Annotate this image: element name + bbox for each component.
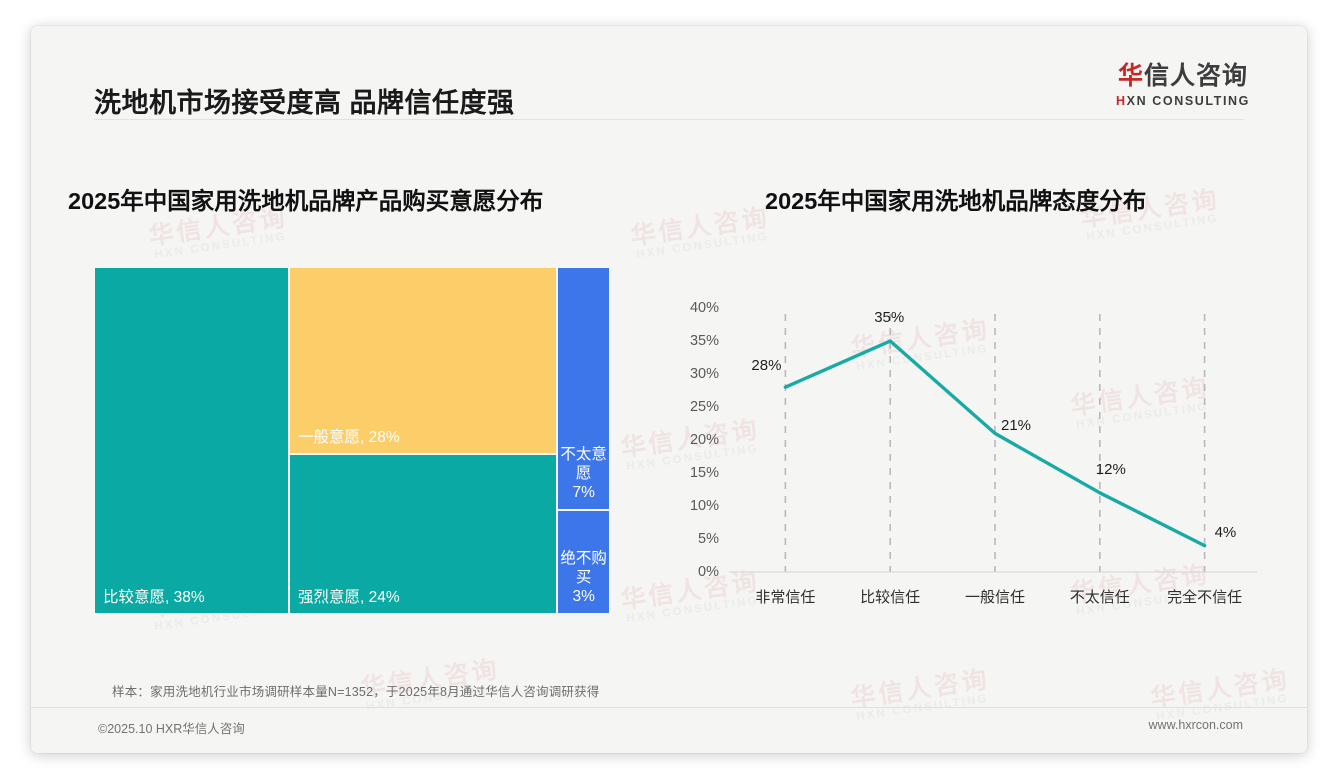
treemap-cell-label: 绝不购买 3% <box>558 550 609 607</box>
x-axis-tick-label: 比较信任 <box>860 589 921 606</box>
treemap-cell[interactable]: 不太意愿 7% <box>557 267 610 510</box>
data-point-label: 4% <box>1214 523 1237 541</box>
treemap-cell-label: 一般意愿, 28% <box>298 428 400 446</box>
slide-canvas: 华信人咨询 HXN CONSULTING 华信人咨询 HXN CONSULTING 华信… <box>31 26 1307 753</box>
x-axis-tick-label: 完全不信任 <box>1167 589 1243 606</box>
x-axis-tick-label: 非常信任 <box>755 589 816 606</box>
data-point-label: 28% <box>751 357 782 375</box>
y-axis-tick-label: 5% <box>698 531 719 547</box>
website-url: www.hxrcon.com <box>1148 718 1243 732</box>
x-axis-tick-label: 一般信任 <box>964 589 1026 606</box>
brand-trust-line-chart: 0% 5% 10% 15% 20% 25% 30% 35% 40% 28% 35% 21% 12% 4% 非… <box>671 284 1271 614</box>
company-logo: 华信人咨询 HXN CONSULTING <box>1109 62 1257 109</box>
watermark-cn: 华信人咨询 <box>848 665 992 713</box>
left-chart-title: 2025年中国家用洗地机品牌产品购买意愿分布 <box>68 188 544 214</box>
treemap-cell-label: 不太意愿 7% <box>558 446 609 503</box>
logo-english-text: HXN CONSULTING <box>1109 93 1257 109</box>
trust-series-line[interactable] <box>783 339 1207 548</box>
y-axis-tick-label: 15% <box>689 465 719 481</box>
watermark-en: HXN CONSULTING <box>635 230 770 262</box>
treemap-cell-value: 7% <box>572 483 595 501</box>
logo-chinese-text: 华信人咨询 <box>1109 62 1257 91</box>
copyright-text: ©2025.10 HXR华信人咨询 <box>98 722 245 736</box>
treemap-cell-name: 绝不购买 <box>560 550 607 587</box>
watermark-en: HXN CONSULTING <box>1085 212 1220 244</box>
treemap-cell-value: 3% <box>572 588 595 606</box>
sample-footnote: 样本：家用洗地机行业市场调研样本量N=1352，于2025年8月通过华信人咨询调… <box>112 685 600 699</box>
treemap-cell-name: 不太意愿 <box>560 446 607 483</box>
treemap-cell[interactable]: 比较意愿, 38% <box>94 267 290 614</box>
header-divider <box>94 119 1244 120</box>
data-point-label: 12% <box>1095 460 1126 478</box>
x-axis-tick-label: 不太信任 <box>1069 589 1130 606</box>
y-axis-tick-label: 20% <box>689 432 719 448</box>
watermark-cn: 华信人咨询 <box>1148 665 1292 713</box>
treemap-cell[interactable]: 一般意愿, 28% <box>289 267 558 455</box>
page-title: 洗地机市场接受度高 品牌信任度强 <box>94 88 515 118</box>
purchase-intention-treemap: 比较意愿, 38% 一般意愿, 28% 强烈意愿, 24% 不太意愿 7% 绝不购买 3% <box>94 267 610 614</box>
y-axis-tick-label: 25% <box>689 399 719 415</box>
right-chart-title: 2025年中国家用洗地机品牌态度分布 <box>765 188 1147 214</box>
y-axis-tick-label: 0% <box>698 564 719 580</box>
logo-cn-dark: 信人咨询 <box>1144 62 1249 90</box>
y-axis-tick-label: 35% <box>689 333 719 349</box>
logo-en-red: H <box>1116 93 1127 108</box>
logo-en-dark: XN CONSULTING <box>1126 93 1250 108</box>
treemap-cell-label: 比较意愿, 38% <box>103 588 205 606</box>
treemap-cell[interactable]: 绝不购买 3% <box>557 509 610 614</box>
logo-cn-red: 华 <box>1117 62 1144 90</box>
y-axis-tick-label: 10% <box>689 498 719 514</box>
watermark-cn: 华信人咨询 <box>628 203 772 251</box>
treemap-cell-label: 强烈意愿, 24% <box>298 588 400 606</box>
line-chart-svg <box>729 314 1257 573</box>
data-point-label: 21% <box>1001 417 1032 435</box>
data-point-label: 35% <box>874 309 905 326</box>
treemap-cell[interactable]: 强烈意愿, 24% <box>289 454 558 614</box>
y-axis-tick-label: 40% <box>689 300 719 316</box>
footer-divider <box>31 707 1307 708</box>
watermark-en: HXN CONSULTING <box>153 230 288 262</box>
y-axis-tick-label: 30% <box>689 366 719 382</box>
slide-header: 洗地机市场接受度高 品牌信任度强 华信人咨询 HXN CONSULTING <box>31 26 1307 120</box>
